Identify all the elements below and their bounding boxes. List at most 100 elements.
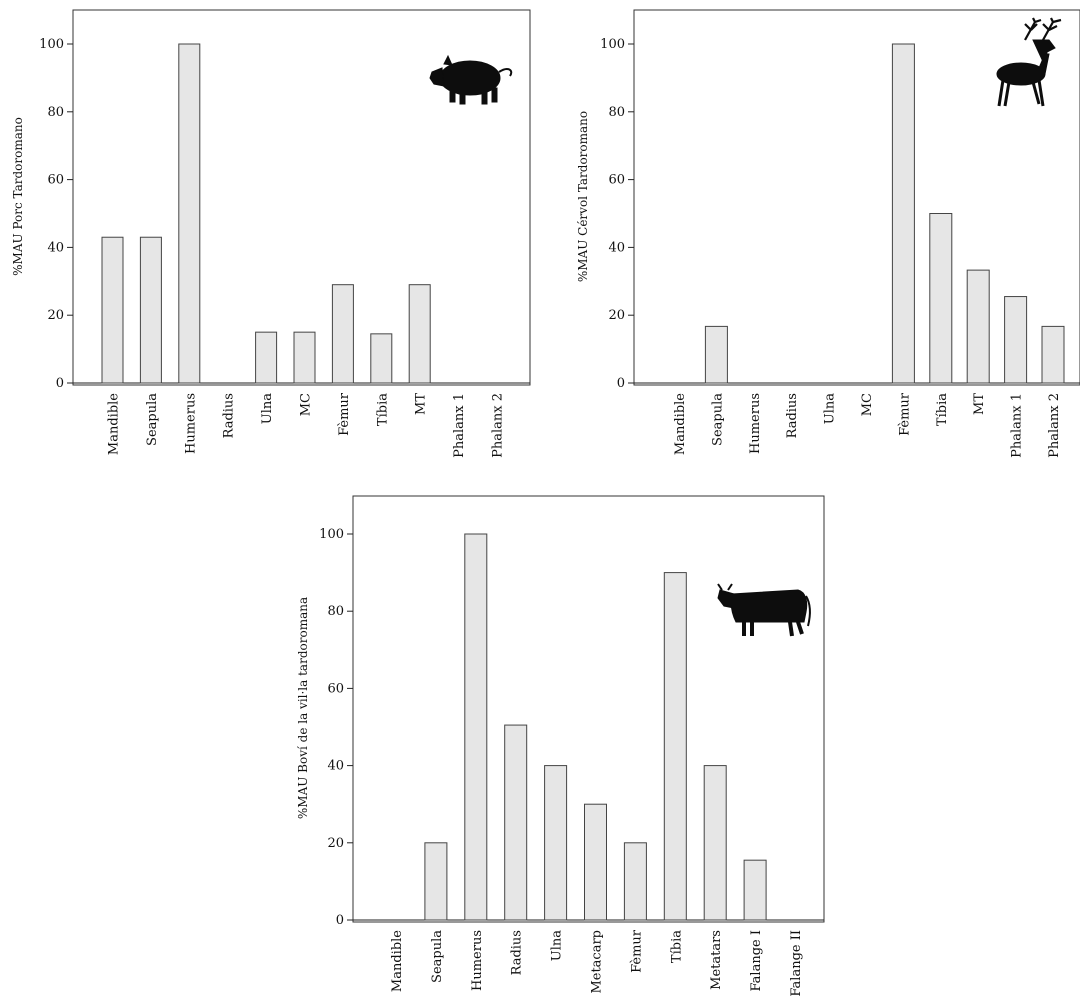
bar xyxy=(424,842,448,921)
cow-horn xyxy=(717,583,733,591)
chart-panel-1: 0 20 40 60 80 100 %MAU Porc Tardoromano Mandibl… xyxy=(11,9,531,458)
y-tick-label: 80 xyxy=(608,105,625,120)
bar xyxy=(464,533,488,921)
y-tick-label: 0 xyxy=(617,376,625,391)
deer-icon xyxy=(996,17,1062,107)
pig-tail xyxy=(498,68,513,77)
x-tick-label: Phalanx 2 xyxy=(491,393,506,458)
x-tick-label: Phalanx 1 xyxy=(1010,393,1025,458)
x-tick-label: Humerus xyxy=(748,393,763,454)
x-tick-label: Humerus xyxy=(183,393,198,454)
bar xyxy=(584,803,607,921)
x-tick-label: Seapula xyxy=(430,930,445,983)
pig-snout xyxy=(429,67,445,87)
x-tick-label: MT xyxy=(414,393,429,415)
x-tick-label: MC xyxy=(299,393,314,416)
deer-antler xyxy=(1024,17,1042,41)
x-tick-label: Tíbia xyxy=(669,930,684,963)
deer-neck xyxy=(1038,53,1050,76)
cow-tail xyxy=(805,595,811,627)
x-tick-label: Radius xyxy=(222,393,237,438)
pig-ear xyxy=(443,54,453,66)
bar xyxy=(544,765,568,921)
x-tick-label: Ulna xyxy=(260,393,275,424)
y-tick-label: 80 xyxy=(327,604,344,619)
plot-frame xyxy=(633,9,1080,386)
cow-head xyxy=(717,589,735,609)
deer-antler xyxy=(1042,17,1062,41)
plot-frame xyxy=(72,9,531,386)
bar xyxy=(704,325,728,384)
chart-panel-2: 0 20 40 60 80 100 %MAU Cérvol Tardoromano Mandi… xyxy=(576,9,1080,458)
x-tick-label: MT xyxy=(972,393,987,415)
y-tick-label: 40 xyxy=(608,240,625,255)
x-tick-label: Mandible xyxy=(107,393,122,455)
x-tick-label: Seapula xyxy=(145,393,160,446)
x-tick-label: Humerus xyxy=(470,930,485,991)
x-tick-label: Fèmur xyxy=(337,392,352,436)
bar xyxy=(929,213,953,384)
bar xyxy=(1041,325,1065,384)
bar xyxy=(178,43,201,384)
bar xyxy=(331,284,354,384)
bar xyxy=(293,331,316,384)
plot-frame xyxy=(352,495,825,923)
y-tick-label: 60 xyxy=(608,173,625,188)
x-tick-label: Radius xyxy=(785,393,800,438)
y-tick-label: 0 xyxy=(336,913,344,928)
y-tick-label: 40 xyxy=(327,759,344,774)
cow-icon xyxy=(717,583,811,637)
cow-body xyxy=(730,589,808,623)
y-axis-label: %MAU Boví de la vil·la tardoromana xyxy=(296,597,310,819)
cow-leg xyxy=(742,621,804,637)
pig-leg xyxy=(491,87,498,103)
x-tick-label: Ulna xyxy=(550,930,565,961)
bar xyxy=(623,842,647,921)
chart-panel-3: 0 20 40 60 80 100 %MAU Boví de la vil·la tardo… xyxy=(296,495,825,997)
y-tick-label: 100 xyxy=(600,37,625,52)
bar xyxy=(370,333,393,384)
bar xyxy=(1004,296,1028,384)
y-tick-label: 20 xyxy=(47,308,64,323)
y-tick-label: 0 xyxy=(56,376,64,391)
y-tick-label: 60 xyxy=(47,173,64,188)
x-tick-label: Metacarp xyxy=(590,930,605,994)
pig-leg xyxy=(449,87,456,103)
bar xyxy=(139,236,162,384)
x-tick-label: Mandible xyxy=(390,930,405,992)
y-tick-label: 100 xyxy=(39,37,64,52)
x-tick-label: Seapula xyxy=(710,393,725,446)
y-axis-label: %MAU Porc Tardoromano xyxy=(11,117,25,276)
x-tick-label: Fèmur xyxy=(629,929,644,973)
x-tick-label: Mandible xyxy=(673,393,688,455)
x-tick-label: Ulna xyxy=(823,393,838,424)
y-axis-label: %MAU Cérvol Tardoromano xyxy=(576,111,590,282)
bar xyxy=(966,269,990,384)
y-tick-label: 100 xyxy=(319,527,344,542)
x-tick-label: Radius xyxy=(510,930,525,975)
x-tick-label: Falange I xyxy=(749,930,764,991)
y-tick-label: 80 xyxy=(47,105,64,120)
bar xyxy=(663,572,687,921)
bar xyxy=(101,236,124,384)
x-tick-label: Tíbia xyxy=(935,393,950,426)
bar xyxy=(408,284,431,384)
bar xyxy=(891,43,915,384)
x-tick-label: Metatars xyxy=(709,930,724,990)
x-tick-label: MC xyxy=(860,393,875,416)
pig-body xyxy=(439,60,501,96)
x-tick-label: Phalanx 2 xyxy=(1047,393,1062,458)
y-tick-label: 20 xyxy=(327,836,344,851)
bar xyxy=(743,859,767,921)
y-tick-label: 60 xyxy=(327,681,344,696)
x-tick-label: Falange II xyxy=(789,930,804,997)
y-tick-label: 20 xyxy=(608,308,625,323)
pig-icon xyxy=(429,54,513,105)
pig-leg xyxy=(481,89,488,105)
bar xyxy=(255,331,278,384)
y-tick-label: 40 xyxy=(47,240,64,255)
x-tick-label: Fèmur xyxy=(897,392,912,436)
pig-leg xyxy=(459,89,466,105)
bar xyxy=(504,724,528,921)
